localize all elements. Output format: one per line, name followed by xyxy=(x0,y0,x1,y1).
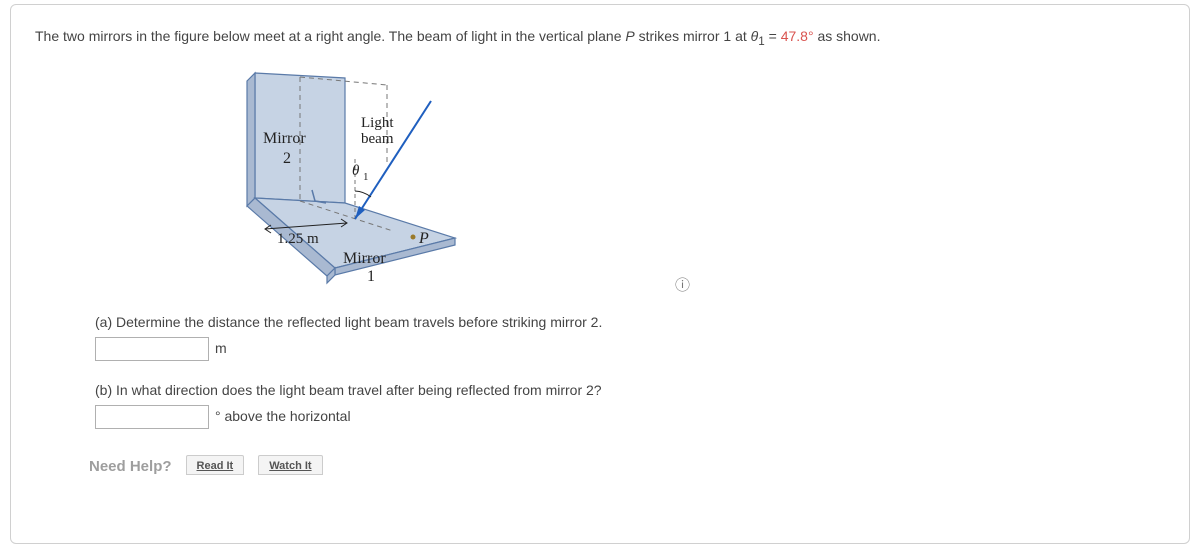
problem-card: The two mirrors in the figure below meet… xyxy=(10,4,1190,544)
need-help-row: Need Help? Read It Watch It xyxy=(89,455,1165,475)
theta-label-sub: 1 xyxy=(363,171,369,183)
part-a-input[interactable] xyxy=(95,337,209,361)
mirror-diagram-svg: Mirror 2 Light beam θ 1 1.25 m Mirror 1 … xyxy=(155,63,475,293)
part-b: (b) In what direction does the light bea… xyxy=(95,379,1165,429)
watch-it-button[interactable]: Watch It xyxy=(258,455,322,475)
part-b-unit: ° above the horizontal xyxy=(215,405,351,429)
text-pre: The two mirrors in the figure below meet… xyxy=(35,28,625,44)
mirror-2-label-2: 2 xyxy=(283,150,291,167)
theta-value: 47.8° xyxy=(781,28,814,44)
theta-label: θ xyxy=(352,163,360,179)
part-b-input[interactable] xyxy=(95,405,209,429)
beam-label-2: beam xyxy=(361,131,394,147)
text-mid: strikes mirror 1 at xyxy=(635,28,751,44)
figure: Mirror 2 Light beam θ 1 1.25 m Mirror 1 … xyxy=(155,63,475,293)
need-help-label: Need Help? xyxy=(89,458,172,475)
part-a-label: (a) Determine the distance the reflected… xyxy=(95,311,1165,335)
problem-statement: The two mirrors in the figure below meet… xyxy=(35,23,1165,53)
part-a-unit: m xyxy=(215,337,227,361)
part-b-label: (b) In what direction does the light bea… xyxy=(95,379,1165,403)
mirror-2-side xyxy=(247,73,255,206)
part-a: (a) Determine the distance the reflected… xyxy=(95,311,1165,361)
distance-label: 1.25 m xyxy=(277,231,319,247)
plane-symbol: P xyxy=(625,28,634,44)
equals: = xyxy=(765,28,781,44)
beam-label-1: Light xyxy=(361,115,394,131)
text-post: as shown. xyxy=(814,28,881,44)
mirror-1-label-1: Mirror xyxy=(343,250,386,267)
point-p-label: P xyxy=(418,230,429,247)
read-it-button[interactable]: Read It xyxy=(186,455,245,475)
info-icon[interactable]: ⓘ xyxy=(675,274,691,290)
point-p-dot xyxy=(411,234,416,239)
mirror-2-label-1: Mirror xyxy=(263,130,306,147)
mirror-1-label-2: 1 xyxy=(367,268,375,285)
